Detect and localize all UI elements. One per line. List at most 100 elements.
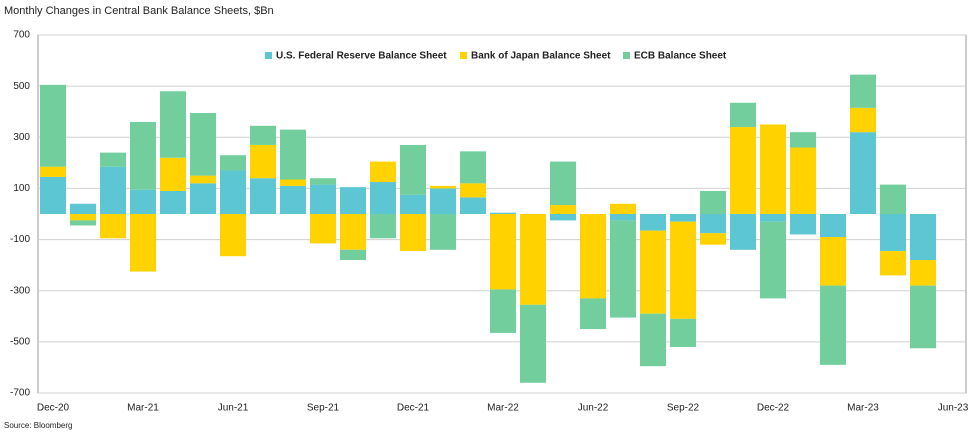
bar-segment <box>310 178 336 185</box>
bar-segment <box>760 214 786 222</box>
bar-segment <box>850 74 876 108</box>
bar-segment <box>190 183 216 214</box>
bar-segment <box>700 214 726 234</box>
legend-swatch <box>460 52 467 59</box>
bar-segment <box>730 214 756 250</box>
bar-segment <box>670 214 696 222</box>
bar-segment <box>550 161 576 206</box>
y-tick-label: 500 <box>13 81 30 92</box>
bar-segment <box>280 179 306 186</box>
x-tick-label: Mar-21 <box>127 403 159 414</box>
bar-segment <box>460 183 486 198</box>
bar-segment <box>130 214 156 272</box>
bar-segment <box>370 182 396 214</box>
bar-segment <box>790 214 816 235</box>
x-tick-label: Jun-22 <box>578 403 609 414</box>
bar-segment <box>310 184 336 214</box>
bar-segment <box>910 260 936 286</box>
x-tick-label: Mar-22 <box>487 403 519 414</box>
bar-segment <box>640 313 666 367</box>
legend-label: U.S. Federal Reserve Balance Sheet <box>276 51 447 62</box>
bar-segment <box>40 176 66 214</box>
chart-title: Monthly Changes in Central Bank Balance … <box>4 5 274 17</box>
bar-segment <box>640 230 666 314</box>
bar-segment <box>400 194 426 214</box>
x-tick-label: Jun-21 <box>218 403 249 414</box>
bar-segment <box>70 214 96 221</box>
bar-segment <box>850 107 876 133</box>
bar-segment <box>820 237 846 286</box>
bar-segment <box>880 214 906 252</box>
bar-segment <box>670 318 696 347</box>
bar-segment <box>730 102 756 128</box>
bar-segment <box>520 304 546 383</box>
bar-segment <box>370 214 396 239</box>
bar-segment <box>670 221 696 319</box>
bar-segment <box>580 214 606 299</box>
bar-segment <box>160 91 186 158</box>
bar-segment <box>70 203 96 214</box>
bar-segment <box>220 155 246 171</box>
bar-segment <box>790 132 816 148</box>
y-tick-label: 300 <box>13 132 30 143</box>
bar-segment <box>910 214 936 261</box>
bar-segment <box>460 151 486 184</box>
bar-segment <box>280 129 306 180</box>
bar-segment <box>340 249 366 261</box>
bar-segment <box>430 185 456 189</box>
y-tick-label: -700 <box>10 388 30 399</box>
x-tick-label: Dec-22 <box>757 403 790 414</box>
bar-segment <box>430 214 456 250</box>
bar-segment <box>910 285 936 349</box>
bar-segment <box>130 121 156 190</box>
bar-segment <box>400 214 426 252</box>
bar-segment <box>160 190 186 214</box>
bar-segment <box>250 178 276 214</box>
x-tick-label: Jun-23 <box>938 403 969 414</box>
y-tick-label: -500 <box>10 336 30 347</box>
bar-segment <box>220 214 246 257</box>
bar-segment <box>100 152 126 167</box>
bar-segment <box>130 189 156 214</box>
bar-segment <box>100 166 126 214</box>
bar-segment <box>460 197 486 214</box>
bar-segment <box>730 127 756 214</box>
bar-segment <box>100 214 126 239</box>
bar-segment <box>340 214 366 250</box>
bar-segment <box>40 166 66 177</box>
bar-segment <box>190 175 216 184</box>
x-tick-label: Mar-23 <box>847 403 879 414</box>
bar-segment <box>550 205 576 214</box>
bar-segment <box>220 170 246 214</box>
bar-segment <box>700 233 726 245</box>
bar-segment <box>580 298 606 330</box>
bar-segment <box>610 214 636 221</box>
bar-segment <box>610 203 636 214</box>
legend-swatch <box>623 52 630 59</box>
y-tick-label: 100 <box>13 183 30 194</box>
bar-segment <box>880 184 906 214</box>
bar-segment <box>700 190 726 214</box>
legend-label: Bank of Japan Balance Sheet <box>471 51 611 62</box>
bar-segment <box>760 221 786 299</box>
bar-segment <box>490 214 516 290</box>
bar-segment <box>820 285 846 365</box>
bar-segment <box>400 144 426 195</box>
bar-segment <box>340 187 366 214</box>
legend-label: ECB Balance Sheet <box>634 51 727 62</box>
bar-segment <box>430 188 456 214</box>
bar-segment <box>550 214 576 221</box>
x-tick-label: Dec-21 <box>397 403 430 414</box>
x-tick-label: Sep-21 <box>307 403 340 414</box>
bar-segment <box>160 157 186 191</box>
bar-segment <box>310 214 336 244</box>
x-tick-label: Dec-20 <box>37 403 70 414</box>
y-tick-label: -100 <box>10 234 30 245</box>
bar-segment <box>820 214 846 238</box>
source-note: Source: Bloomberg <box>4 421 72 430</box>
bar-segment <box>70 220 96 226</box>
bar-segment <box>850 132 876 214</box>
bar-segment <box>490 212 516 214</box>
y-tick-label: 700 <box>13 30 30 41</box>
